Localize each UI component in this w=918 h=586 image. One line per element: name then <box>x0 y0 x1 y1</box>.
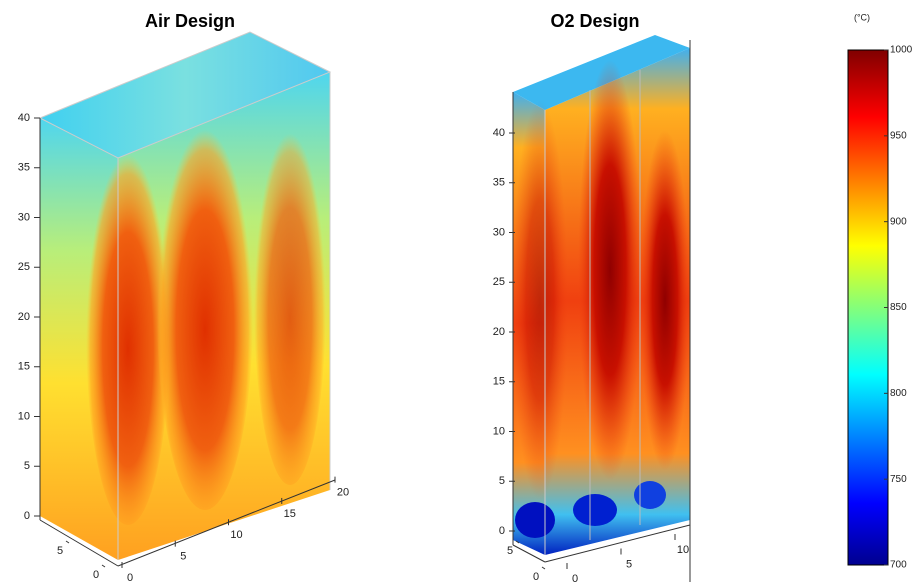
air-volume <box>40 32 335 566</box>
x-tick <box>66 541 69 543</box>
chart-title: Air Design <box>145 11 235 31</box>
z-tick-label: 10 <box>493 425 505 437</box>
colorbar-tick-label: 700 <box>890 560 907 571</box>
y-tick-label: 5 <box>626 558 632 570</box>
z-tick-label: 5 <box>499 475 505 487</box>
colorbar-tick-label: 950 <box>890 130 907 141</box>
x-tick <box>102 565 105 567</box>
colorbar-tick-label: 1000 <box>890 45 913 56</box>
z-tick-label: 40 <box>18 112 30 124</box>
z-tick-label: 5 <box>24 460 30 472</box>
z-tick-label: 0 <box>499 525 505 537</box>
x-tick-label: 0 <box>93 569 99 581</box>
x-tick-label: 5 <box>57 545 63 557</box>
z-tick-label: 25 <box>493 276 505 288</box>
y-tick-label: 15 <box>284 508 296 520</box>
colorbar-tick-label: 850 <box>890 302 907 313</box>
o2-volume <box>512 35 690 582</box>
y-tick-label: 5 <box>180 551 186 563</box>
figure: Air Design05101520253035400505101520O2 D… <box>0 0 918 586</box>
z-tick-label: 25 <box>18 261 30 273</box>
z-tick-label: 30 <box>493 226 505 238</box>
z-tick-label: 35 <box>493 177 505 189</box>
z-tick-label: 30 <box>18 211 30 223</box>
y-tick-label: 20 <box>337 487 349 499</box>
z-tick-label: 20 <box>493 326 505 338</box>
colorbar-label: (°C) <box>854 12 870 22</box>
colorbar-tick-label: 900 <box>890 216 907 227</box>
x-tick-label: 5 <box>507 545 513 557</box>
y-tick-label: 0 <box>572 573 578 585</box>
z-tick-label: 35 <box>18 162 30 174</box>
y-tick-label: 0 <box>127 572 133 584</box>
chart-title: O2 Design <box>550 11 639 31</box>
z-tick-label: 10 <box>18 410 30 422</box>
z-tick-label: 15 <box>18 361 30 373</box>
z-tick-label: 20 <box>18 311 30 323</box>
y-tick-label: 10 <box>230 529 242 541</box>
z-tick-label: 0 <box>24 510 30 522</box>
x-tick-label: 0 <box>533 571 539 583</box>
y-tick-label: 10 <box>677 544 689 556</box>
colorbar-tick-label: 800 <box>890 388 907 399</box>
colorbar <box>848 50 888 565</box>
z-tick-label: 15 <box>493 376 505 388</box>
colorbar-tick-label: 750 <box>890 474 907 485</box>
z-tick-label: 40 <box>493 127 505 139</box>
x-tick <box>542 567 545 569</box>
